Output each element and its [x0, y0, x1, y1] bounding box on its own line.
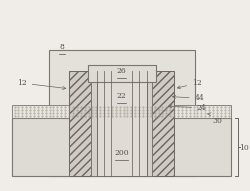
Bar [49, 50, 194, 176]
Text: 30: 30 [207, 113, 223, 125]
Bar [146, 71, 152, 176]
Bar [69, 71, 91, 176]
Bar [152, 71, 174, 176]
Bar [91, 71, 152, 176]
Text: 22: 22 [117, 91, 126, 100]
Text: 8: 8 [60, 43, 64, 51]
Text: 24: 24 [169, 104, 207, 112]
Bar [12, 105, 231, 118]
Text: 44: 44 [172, 94, 204, 102]
Text: 200: 200 [114, 149, 129, 157]
Bar [91, 71, 96, 176]
Text: 10: 10 [240, 144, 249, 152]
Bar [88, 65, 156, 82]
Text: 12: 12 [17, 79, 66, 90]
Text: 26: 26 [117, 67, 126, 75]
Bar [12, 118, 231, 176]
Text: 12: 12 [177, 79, 202, 89]
